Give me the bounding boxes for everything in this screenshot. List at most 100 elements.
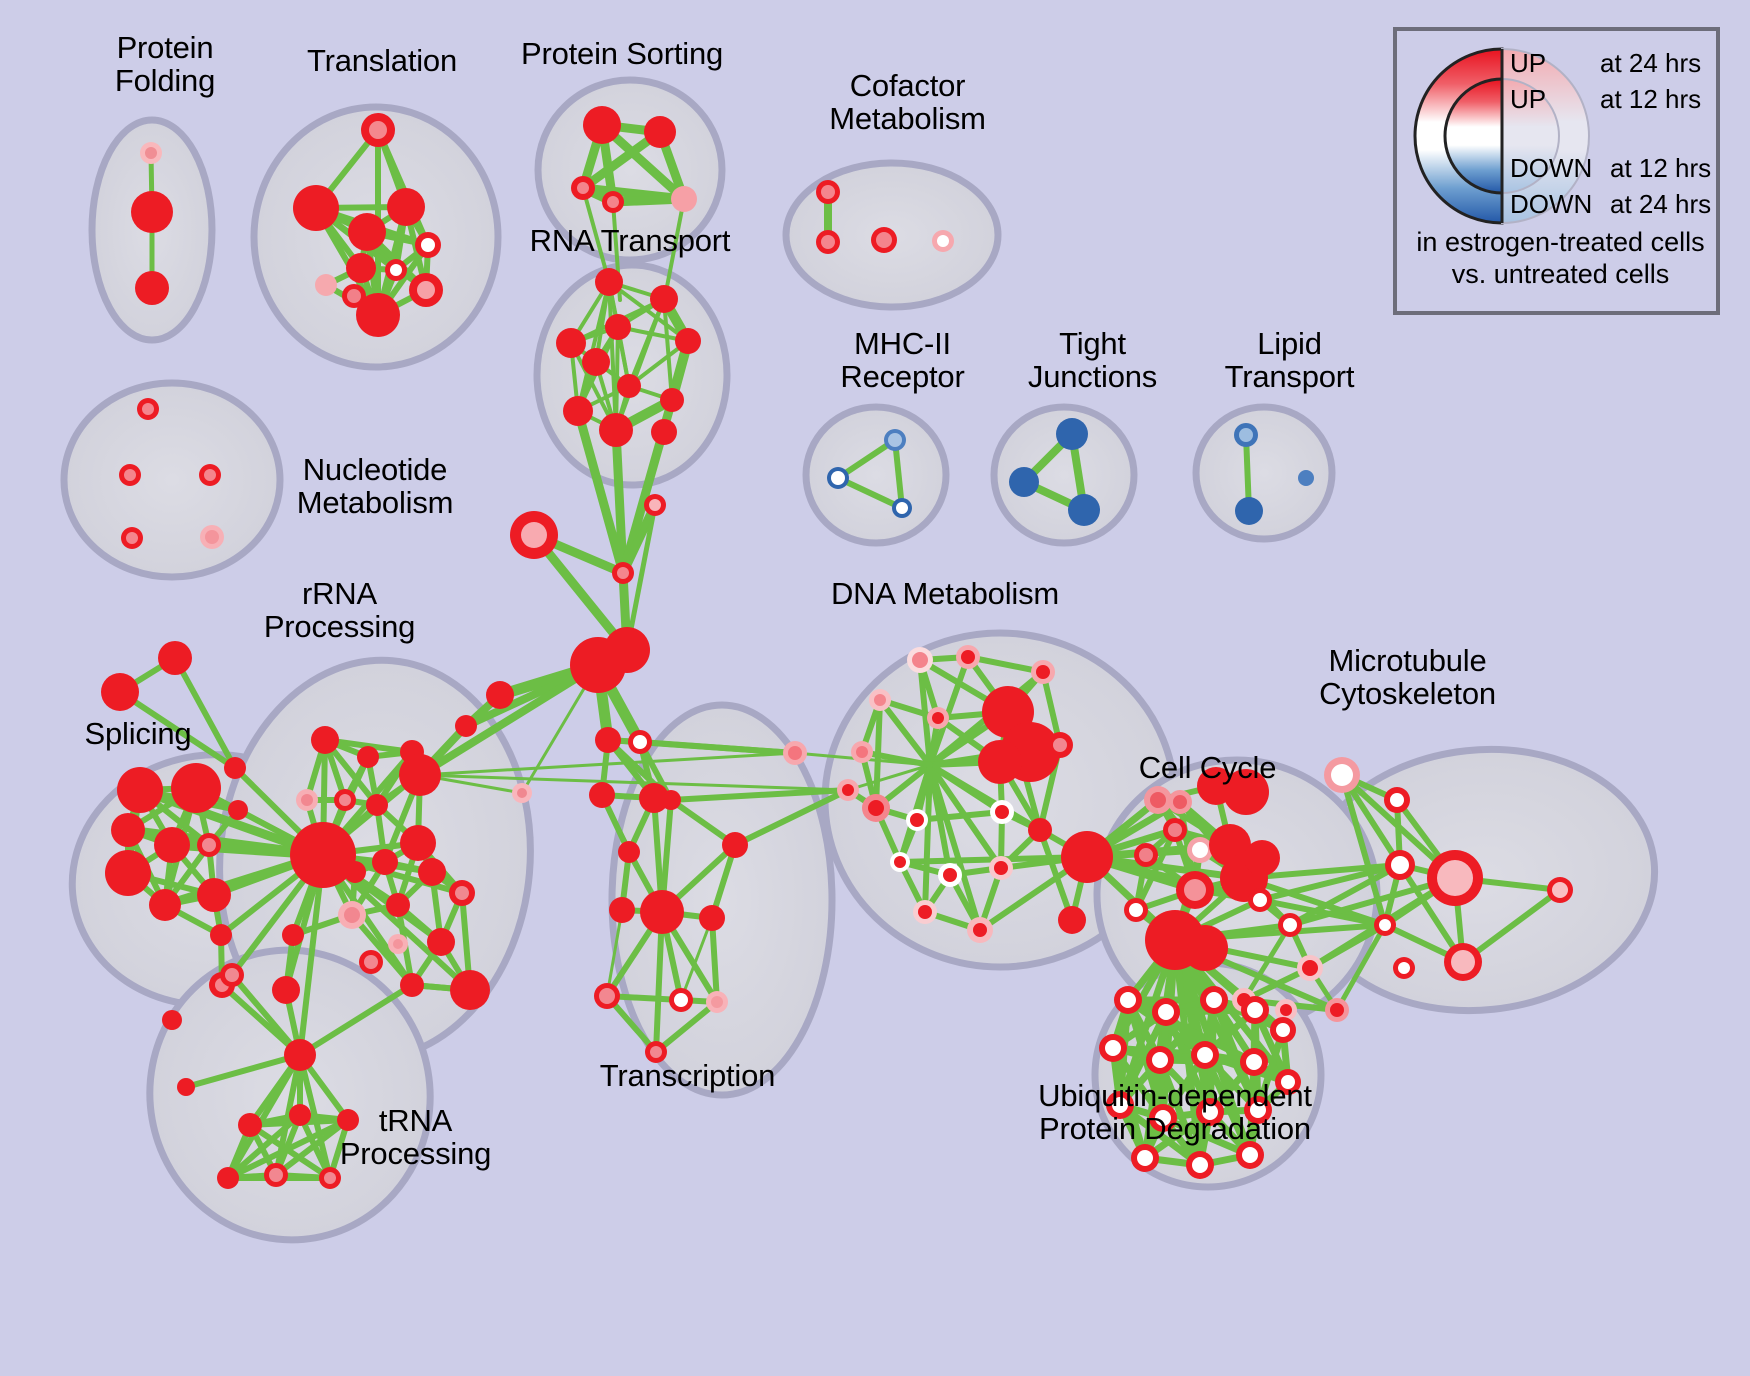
blob-lipid-transport bbox=[1192, 403, 1336, 543]
cluster-label-dna-metabolism: DNA Metabolism bbox=[830, 576, 1060, 611]
node bbox=[220, 963, 244, 987]
node bbox=[400, 973, 424, 997]
node bbox=[669, 988, 693, 1012]
node bbox=[699, 905, 725, 931]
node bbox=[356, 293, 400, 337]
cluster-label-translation: Translation bbox=[307, 43, 457, 78]
node bbox=[816, 230, 840, 254]
node bbox=[197, 878, 231, 912]
legend-direction-down-24: DOWN bbox=[1510, 189, 1593, 219]
node bbox=[399, 754, 441, 796]
node bbox=[571, 176, 595, 200]
node bbox=[427, 928, 455, 956]
cluster-label-tight-junctions: Tight Junctions bbox=[1027, 326, 1158, 394]
node bbox=[1393, 957, 1415, 979]
node bbox=[1031, 660, 1055, 684]
node bbox=[338, 901, 366, 929]
node bbox=[595, 727, 621, 753]
cluster-label-lipid-transport: Lipid Transport bbox=[1224, 326, 1355, 394]
node bbox=[851, 741, 873, 763]
node bbox=[583, 106, 621, 144]
node bbox=[639, 783, 669, 813]
node bbox=[890, 852, 910, 872]
node bbox=[158, 641, 192, 675]
node bbox=[315, 274, 337, 296]
cluster-label-cofactor: Cofactor Metabolism bbox=[829, 68, 986, 136]
node bbox=[671, 186, 697, 212]
node bbox=[837, 779, 859, 801]
node bbox=[361, 113, 395, 147]
node bbox=[290, 822, 356, 888]
node bbox=[660, 388, 684, 412]
node bbox=[385, 259, 407, 281]
node bbox=[1196, 1098, 1224, 1126]
node bbox=[1240, 1048, 1268, 1076]
node bbox=[171, 763, 221, 813]
node bbox=[1236, 1141, 1264, 1169]
node bbox=[1244, 840, 1280, 876]
node bbox=[224, 757, 246, 779]
node bbox=[675, 328, 701, 354]
node bbox=[618, 841, 640, 863]
node bbox=[337, 1109, 359, 1131]
node bbox=[1275, 1069, 1301, 1095]
node bbox=[706, 991, 728, 1013]
legend-time-up-24: at 24 hrs bbox=[1600, 48, 1702, 78]
node bbox=[1056, 418, 1088, 450]
node bbox=[111, 813, 145, 847]
legend-caption-line2: vs. untreated cells bbox=[1451, 258, 1670, 289]
node bbox=[162, 1010, 182, 1030]
node bbox=[348, 213, 386, 251]
node bbox=[644, 116, 676, 148]
node bbox=[293, 185, 339, 231]
node bbox=[149, 889, 181, 921]
node bbox=[862, 794, 890, 822]
node bbox=[137, 398, 159, 420]
node bbox=[1163, 818, 1187, 842]
node bbox=[1223, 769, 1269, 815]
node bbox=[617, 374, 641, 398]
blob-nucleotide bbox=[60, 379, 284, 581]
node bbox=[1099, 1034, 1127, 1062]
node bbox=[289, 1104, 311, 1126]
node bbox=[1444, 943, 1482, 981]
node bbox=[892, 498, 912, 518]
node bbox=[264, 1163, 288, 1187]
cluster-label-splicing: Splicing bbox=[84, 716, 192, 751]
legend-caption-line1: in estrogen-treated cells bbox=[1416, 227, 1705, 257]
node bbox=[372, 849, 398, 875]
node bbox=[1009, 467, 1039, 497]
node bbox=[589, 782, 615, 808]
node bbox=[1275, 999, 1297, 1021]
node bbox=[388, 934, 408, 954]
node bbox=[101, 673, 139, 711]
legend-color-key bbox=[1413, 47, 1590, 225]
node bbox=[1191, 1041, 1219, 1069]
node bbox=[121, 527, 143, 549]
node bbox=[594, 983, 620, 1009]
node bbox=[1385, 850, 1415, 880]
node bbox=[450, 970, 490, 1010]
node bbox=[177, 1078, 195, 1096]
node bbox=[609, 897, 635, 923]
legend-box: UP at 24 hrs UP at 12 hrs DOWN at 12 hrs… bbox=[1393, 27, 1720, 315]
node bbox=[217, 1167, 239, 1189]
node bbox=[1547, 877, 1573, 903]
node bbox=[1374, 914, 1396, 936]
node bbox=[978, 740, 1022, 784]
node bbox=[1058, 906, 1086, 934]
node bbox=[1152, 998, 1180, 1026]
node bbox=[816, 180, 840, 204]
node bbox=[359, 950, 383, 974]
node bbox=[612, 562, 634, 584]
node bbox=[1200, 986, 1228, 1014]
node bbox=[956, 645, 980, 669]
node bbox=[199, 464, 221, 486]
node bbox=[1298, 470, 1314, 486]
node bbox=[989, 856, 1013, 880]
node bbox=[1187, 837, 1213, 863]
blob-mhc bbox=[802, 403, 950, 547]
node bbox=[595, 268, 623, 296]
node bbox=[1146, 1046, 1174, 1074]
